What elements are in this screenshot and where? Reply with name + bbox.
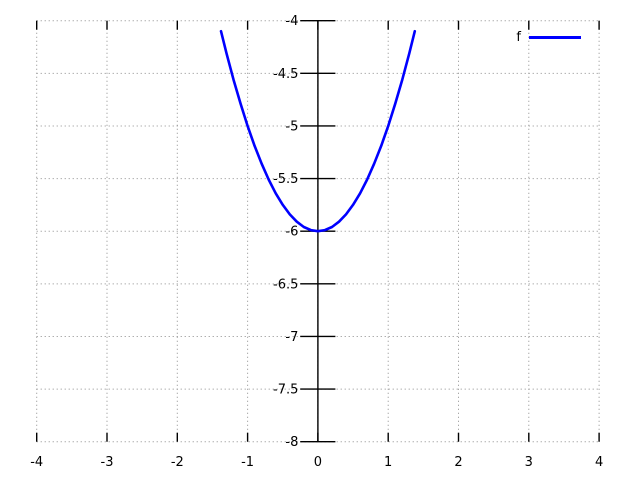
y-tick-label: -4 bbox=[285, 14, 298, 29]
y-tick-label: -5 bbox=[285, 119, 298, 134]
legend-line-sample bbox=[529, 36, 581, 39]
y-tick-label: -4.5 bbox=[273, 67, 298, 82]
y-tick-label: -8 bbox=[285, 435, 298, 450]
x-tick-label: 3 bbox=[525, 455, 533, 470]
y-tick-label: -7 bbox=[285, 330, 298, 345]
y-tick-label: -6 bbox=[285, 225, 298, 240]
x-tick-label: -4 bbox=[30, 455, 43, 470]
x-tick-label: -3 bbox=[101, 455, 114, 470]
x-tick-label: -2 bbox=[171, 455, 184, 470]
y-tick-label: -5.5 bbox=[273, 172, 298, 187]
legend: f bbox=[516, 30, 581, 45]
x-tick-label: 1 bbox=[384, 455, 392, 470]
legend-series-label: f bbox=[516, 30, 521, 45]
curve-f bbox=[219, 29, 417, 233]
x-tick-label: 4 bbox=[595, 455, 603, 470]
y-tick-label: -7.5 bbox=[273, 383, 298, 398]
x-tick-label: 2 bbox=[454, 455, 462, 470]
x-tick-label: -1 bbox=[241, 455, 254, 470]
x-tick-label: 0 bbox=[314, 455, 322, 470]
y-tick-label: -6.5 bbox=[273, 277, 298, 292]
